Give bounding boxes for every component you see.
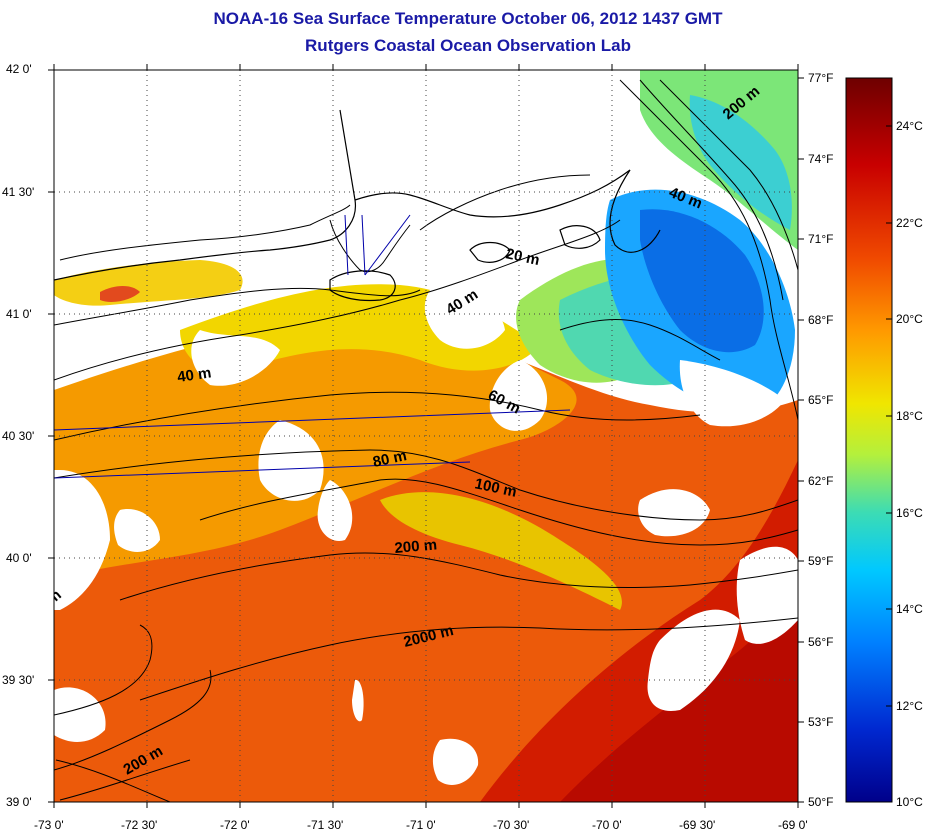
contour-label-80m: 80 m — [371, 447, 408, 471]
axis-ticks — [48, 64, 804, 808]
c-label-18: 18°C — [896, 409, 923, 423]
lat-label-39: 39 0' — [6, 795, 32, 809]
sst-deep-red — [560, 590, 798, 802]
f-label-62: 62°F — [808, 474, 834, 488]
colorbar — [845, 77, 893, 803]
c-label-12: 12°C — [896, 699, 923, 713]
f-label-68: 68°F — [808, 313, 834, 327]
sst-colder-water — [640, 209, 764, 353]
f-label-50: 50°F — [808, 795, 834, 809]
f-label-56: 56°F — [808, 635, 834, 649]
contour-label-20m: 20 m — [504, 245, 541, 269]
coastline — [54, 109, 661, 302]
contour-label-partial: m — [44, 586, 65, 608]
map-subtitle: Rutgers Coastal Ocean Observation Lab — [305, 36, 631, 55]
c-label-10: 10°C — [896, 795, 923, 809]
lat-label-42: 42 0' — [6, 62, 32, 76]
lon-label-71: -71 0' — [406, 818, 436, 832]
f-label-77: 77°F — [808, 71, 834, 85]
lat-label-40: 40 0' — [6, 551, 32, 565]
sst-yellow-band — [380, 492, 622, 610]
f-label-71: 71°F — [808, 232, 834, 246]
sst-map: 200 m 40 m 20 m 40 m 40 m 60 m 80 m 100 … — [44, 70, 798, 802]
bathymetry-contours — [54, 79, 798, 802]
lon-label-69-30: -69 30' — [679, 818, 716, 832]
f-label-74: 74°F — [808, 152, 834, 166]
f-label-65: 65°F — [808, 393, 834, 407]
lat-label-41: 41 0' — [6, 307, 32, 321]
lon-label-69: -69 0' — [778, 818, 808, 832]
c-label-16: 16°C — [896, 506, 923, 520]
f-label-53: 53°F — [808, 715, 834, 729]
lat-lon-grid — [54, 70, 798, 802]
lon-label-70: -70 0' — [592, 818, 622, 832]
transect-lines — [54, 214, 571, 479]
contour-label-40m-west: 40 m — [176, 364, 212, 386]
c-label-24: 24°C — [896, 119, 923, 133]
lat-label-40-30: 40 30' — [2, 429, 35, 443]
lat-label-41-30: 41 30' — [2, 185, 35, 199]
map-title: NOAA-16 Sea Surface Temperature October … — [213, 9, 723, 28]
lon-label-72-30: -72 30' — [121, 818, 158, 832]
sst-sound-red — [100, 286, 140, 303]
contour-label-200m-mid: 200 m — [394, 536, 438, 557]
lon-label-71-30: -71 30' — [307, 818, 344, 832]
lat-label-39-30: 39 30' — [2, 673, 35, 687]
f-label-59: 59°F — [808, 554, 834, 568]
lon-label-72: -72 0' — [220, 818, 250, 832]
c-label-22: 22°C — [896, 216, 923, 230]
lon-label-73: -73 0' — [34, 818, 64, 832]
c-label-20: 20°C — [896, 312, 923, 326]
colorbar-ticks — [886, 125, 892, 707]
lon-label-70-30: -70 30' — [493, 818, 530, 832]
c-label-14: 14°C — [896, 602, 923, 616]
sst-cyan-north — [689, 95, 792, 230]
